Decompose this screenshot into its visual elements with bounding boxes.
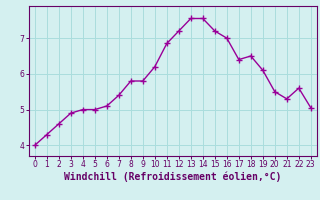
X-axis label: Windchill (Refroidissement éolien,°C): Windchill (Refroidissement éolien,°C) <box>64 172 282 182</box>
